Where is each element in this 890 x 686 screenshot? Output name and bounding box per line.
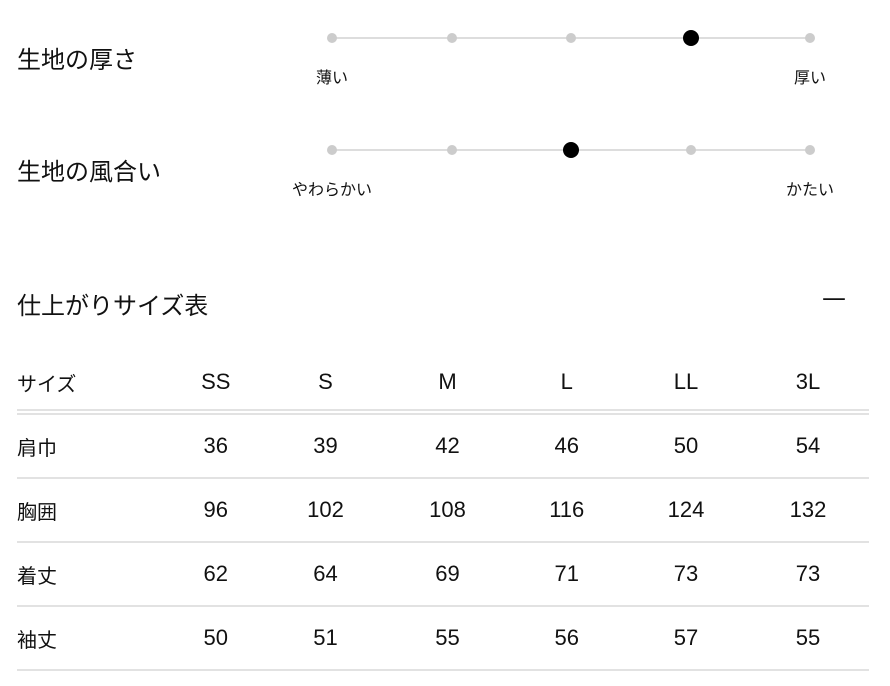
scale-dot	[566, 33, 576, 43]
size-column-header: L	[560, 369, 573, 394]
size-column-header: M	[438, 369, 457, 394]
scale-dot	[805, 145, 815, 155]
size-label-header: サイズ	[17, 371, 77, 396]
measurement-cell: 71	[554, 561, 579, 586]
table-row: 袖丈 50 51 55 56 57 55	[17, 606, 869, 670]
measurement-cell: 39	[313, 433, 338, 458]
scale-dot	[447, 33, 457, 43]
scale-dot	[686, 145, 696, 155]
measurement-cell: 73	[673, 561, 699, 586]
measurement-cell: 56	[554, 625, 579, 650]
measurement-label: 胸囲	[17, 499, 57, 524]
size-column-header: SS	[201, 369, 231, 394]
table-row: 胸囲 96 102 108 116 124 132	[17, 478, 869, 542]
measurement-cell: 69	[435, 561, 460, 586]
measurement-cell: 73	[795, 561, 821, 586]
measurement-cell: 55	[435, 625, 460, 650]
measurement-cell: 55	[795, 625, 821, 650]
measurement-cell: 64	[313, 561, 338, 586]
size-column-header: 3L	[795, 369, 821, 394]
measurement-cell: 108	[429, 497, 466, 522]
size-table-title: 仕上がりサイズ表	[17, 292, 209, 320]
measurement-cell: 50	[673, 433, 699, 458]
measurement-cell: 62	[203, 561, 228, 586]
measurement-cell: 51	[313, 625, 338, 650]
collapse-toggle-icon[interactable]: —	[822, 284, 846, 312]
scale-max-label: 厚い	[793, 68, 827, 87]
size-column-header: S	[318, 369, 333, 394]
measurement-cell: 46	[554, 433, 579, 458]
scale-dot	[327, 33, 337, 43]
measurement-label: 袖丈	[17, 627, 57, 652]
measurement-cell: 102	[307, 497, 344, 522]
measurement-cell: 50	[203, 625, 228, 650]
scale-dot	[447, 145, 457, 155]
measurement-cell: 132	[789, 497, 827, 522]
measurement-cell: 36	[203, 433, 228, 458]
scale-dot-selected	[563, 142, 579, 158]
measurement-cell: 124	[667, 497, 705, 522]
scale-dot	[805, 33, 815, 43]
scale-dot-selected	[683, 30, 699, 46]
attribute-title: 生地の風合い	[17, 158, 161, 186]
measurement-cell: 116	[549, 497, 585, 522]
scale-dot	[327, 145, 337, 155]
measurement-label: 着丈	[17, 563, 57, 588]
measurement-cell: 96	[203, 497, 228, 522]
size-column-header: LL	[673, 369, 699, 394]
attribute-title: 生地の厚さ	[17, 46, 137, 74]
scale-max-label: かたい	[785, 180, 835, 199]
scale-min-label: 薄い	[315, 68, 349, 87]
measurement-label: 肩巾	[17, 435, 57, 460]
table-row: 肩巾 36 39 42 46 50 54	[17, 412, 869, 478]
table-header-row: サイズ SS S M L LL 3L	[17, 355, 869, 412]
measurement-cell: 42	[435, 433, 460, 458]
scale-min-label: やわらかい	[291, 180, 373, 199]
size-table: サイズ SS S M L LL 3L 肩巾 36 39 42 46 50 54 胸囲 96 102 108 116…	[17, 355, 869, 671]
measurement-cell: 57	[673, 625, 699, 650]
table-row: 着丈 62 64 69 71 73 73	[17, 542, 869, 606]
measurement-cell: 54	[795, 433, 821, 458]
